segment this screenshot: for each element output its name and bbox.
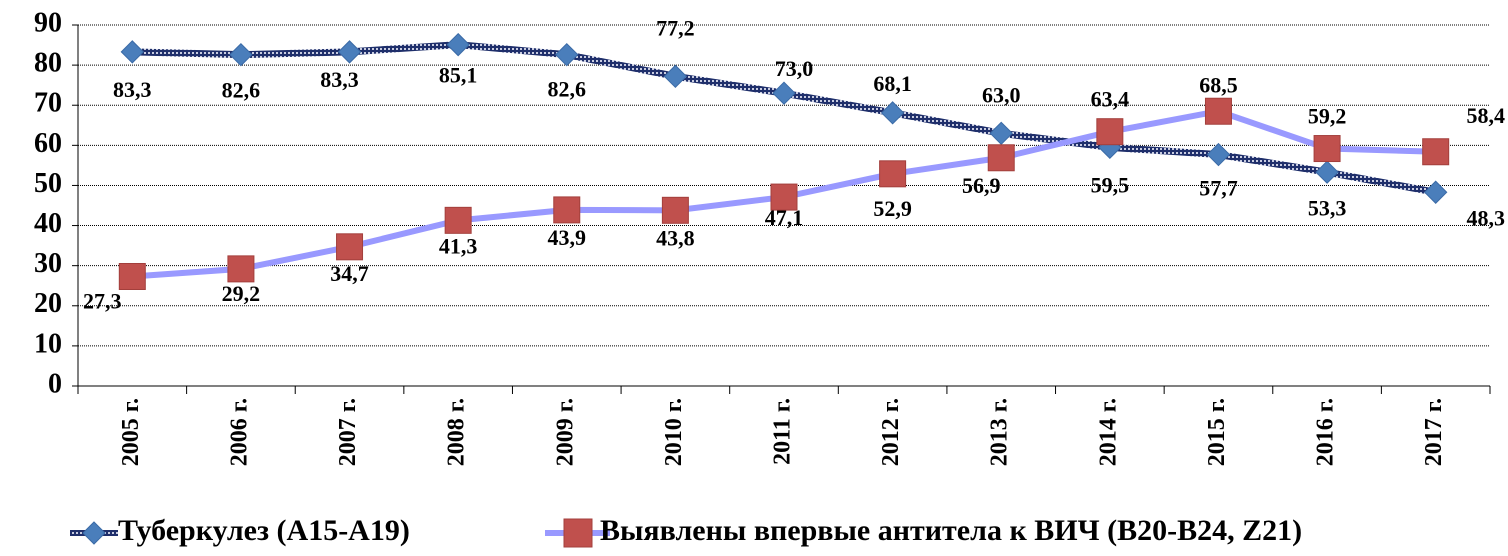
marker xyxy=(772,81,796,105)
marker xyxy=(336,233,364,261)
data-label: 63,4 xyxy=(1091,87,1130,112)
marker xyxy=(1206,142,1231,167)
marker xyxy=(880,101,905,125)
data-label: 68,1 xyxy=(873,71,912,96)
marker xyxy=(555,42,579,67)
y-tick-label: 70 xyxy=(34,88,62,119)
x-tick-label: 2010 г. xyxy=(661,398,687,466)
y-tick-label: 40 xyxy=(34,208,62,239)
x-tick-label: 2017 г. xyxy=(1421,398,1447,466)
x-tick-label: 2007 г. xyxy=(335,398,361,466)
marker xyxy=(770,183,798,211)
x-tick-label: 2012 г. xyxy=(878,398,904,466)
data-label: 47,1 xyxy=(765,205,804,230)
data-label: 83,3 xyxy=(320,67,359,92)
data-label: 56,9 xyxy=(962,173,1001,198)
data-label: 73,0 xyxy=(775,56,814,81)
x-tick-label: 2009 г. xyxy=(552,398,578,466)
marker xyxy=(553,196,581,224)
y-tick-label: 80 xyxy=(34,48,62,79)
x-tick-label: 2011 г. xyxy=(770,398,796,465)
marker xyxy=(1423,180,1448,204)
marker xyxy=(1204,97,1232,125)
data-label: 77,2 xyxy=(656,15,695,40)
marker xyxy=(879,160,907,188)
data-label: 58,4 xyxy=(1466,103,1505,128)
y-tick-label: 30 xyxy=(34,248,62,279)
data-label: 82,6 xyxy=(548,77,587,102)
marker xyxy=(229,42,253,67)
marker xyxy=(1422,138,1450,166)
legend-marker xyxy=(82,521,106,545)
data-label: 29,2 xyxy=(222,281,261,306)
marker xyxy=(1313,135,1341,163)
legend-marker xyxy=(563,518,593,548)
marker xyxy=(661,196,689,224)
x-tick-label: 2008 г. xyxy=(444,398,470,466)
data-label: 52,9 xyxy=(873,196,912,221)
x-tick-label: 2014 г. xyxy=(1095,398,1121,466)
x-tick-label: 2005 г. xyxy=(118,398,144,466)
data-label: 53,3 xyxy=(1308,195,1347,220)
marker xyxy=(120,40,145,64)
marker xyxy=(446,32,470,57)
data-label: 27,3 xyxy=(83,289,122,314)
x-tick-label: 2016 г. xyxy=(1313,398,1339,466)
data-label: 41,3 xyxy=(439,233,478,258)
marker xyxy=(337,40,362,64)
data-label: 83,3 xyxy=(113,77,152,102)
y-tick-label: 90 xyxy=(34,7,62,38)
data-label: 82,6 xyxy=(222,78,261,103)
marker xyxy=(663,64,688,89)
x-tick-label: 2006 г. xyxy=(226,398,252,466)
data-label: 59,2 xyxy=(1308,104,1347,129)
marker xyxy=(118,262,146,290)
y-tick-label: 10 xyxy=(34,328,62,359)
data-label: 85,1 xyxy=(439,63,478,88)
marker xyxy=(227,255,255,283)
data-label: 43,9 xyxy=(548,225,587,250)
data-label: 48,3 xyxy=(1466,205,1505,230)
x-tick-label: 2013 г. xyxy=(987,398,1013,466)
y-tick-label: 50 xyxy=(34,168,62,199)
marker xyxy=(1315,160,1339,184)
marker xyxy=(987,144,1015,172)
y-tick-label: 60 xyxy=(34,128,62,159)
data-label: 59,5 xyxy=(1091,172,1130,197)
y-tick-label: 0 xyxy=(48,368,62,399)
data-label: 68,5 xyxy=(1199,72,1238,97)
data-label: 43,8 xyxy=(656,225,695,250)
data-label: 63,0 xyxy=(982,82,1021,107)
legend-label: Выявлены впервые антитела к ВИЧ (В20-В24… xyxy=(600,514,1302,547)
y-tick-label: 20 xyxy=(34,288,62,319)
x-tick-label: 2015 г. xyxy=(1204,398,1230,466)
data-label: 57,7 xyxy=(1199,176,1238,201)
legend-label: Туберкулез (А15-А19) xyxy=(118,514,410,547)
marker xyxy=(444,206,472,234)
data-label: 34,7 xyxy=(330,261,369,286)
marker xyxy=(989,121,1013,146)
marker xyxy=(1096,118,1124,146)
